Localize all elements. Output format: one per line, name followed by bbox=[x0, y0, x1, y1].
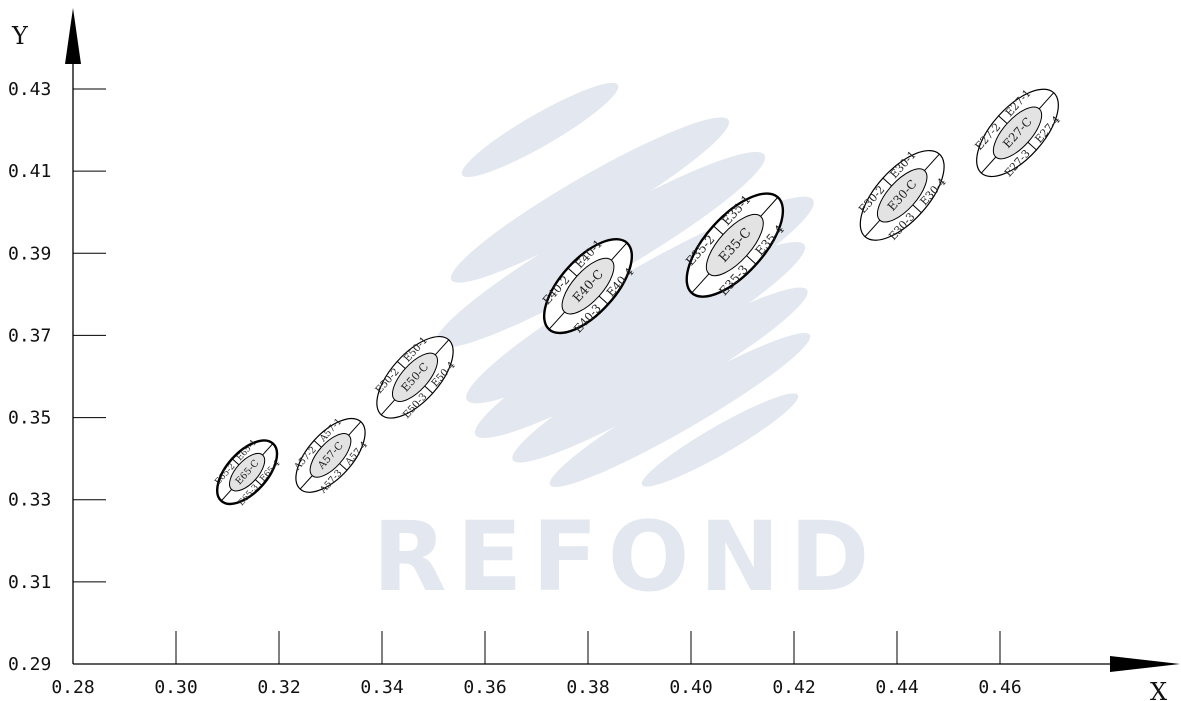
zone-inner-ellipse bbox=[561, 257, 615, 315]
zone-divider bbox=[313, 440, 322, 448]
zone-divider bbox=[864, 219, 881, 238]
y-tick-label: 0.37 bbox=[8, 325, 51, 346]
watermark-swoosh bbox=[549, 333, 811, 487]
zone-divider bbox=[262, 443, 274, 456]
x-tick-label: 0.40 bbox=[669, 677, 712, 698]
y-tick-label: 0.39 bbox=[8, 243, 51, 264]
y-tick-label: 0.43 bbox=[8, 79, 51, 100]
zone-inner-ellipse bbox=[705, 214, 764, 277]
x-tick-label: 0.38 bbox=[566, 677, 609, 698]
zone-inner-ellipse bbox=[309, 433, 352, 478]
watermark-swoosh bbox=[512, 287, 808, 463]
y-tick-label: 0.33 bbox=[8, 490, 51, 511]
watermark-swoosh bbox=[461, 82, 619, 178]
zone-divider bbox=[1038, 92, 1055, 110]
zone-divider bbox=[598, 295, 609, 305]
zone-divider bbox=[691, 273, 710, 294]
x-tick-label: 0.44 bbox=[875, 677, 918, 698]
zone-divider bbox=[396, 360, 406, 369]
y-axis-arrow bbox=[65, 8, 81, 64]
y-tick-label: 0.29 bbox=[8, 654, 51, 675]
zone-divider bbox=[912, 204, 922, 214]
x-tick-label: 0.42 bbox=[772, 677, 815, 698]
watermark-text: REFOND bbox=[373, 501, 880, 613]
zone-inner-ellipse bbox=[876, 168, 928, 223]
zone-divider bbox=[339, 463, 348, 471]
x-axis-arrow bbox=[1110, 656, 1180, 672]
zone-divider bbox=[299, 475, 313, 490]
zone-divider bbox=[348, 421, 362, 436]
zone-divider bbox=[924, 153, 940, 171]
zone-divider bbox=[610, 242, 628, 261]
x-tick-label: 0.46 bbox=[978, 677, 1021, 698]
zone-divider bbox=[231, 458, 240, 466]
zone-divider bbox=[713, 225, 724, 235]
zone-divider bbox=[746, 255, 757, 265]
watermark-swoosh bbox=[641, 393, 799, 487]
zone-divider bbox=[980, 156, 997, 174]
zone-inner-ellipse bbox=[392, 352, 438, 402]
x-axis-title: X bbox=[1150, 678, 1167, 701]
zone-divider bbox=[424, 385, 434, 394]
x-tick-label: 0.30 bbox=[154, 677, 197, 698]
y-axis-title: Y bbox=[11, 22, 29, 50]
zone-divider bbox=[220, 489, 232, 502]
zone-divider bbox=[567, 267, 578, 277]
y-tick-label: 0.41 bbox=[8, 161, 51, 182]
zone-divider bbox=[760, 196, 779, 217]
zone-divider bbox=[1027, 141, 1037, 151]
watermark-swoosh bbox=[450, 117, 730, 283]
y-tick-label: 0.35 bbox=[8, 408, 51, 429]
x-tick-label: 0.28 bbox=[51, 677, 94, 698]
zone-divider bbox=[380, 399, 396, 416]
zone-divider bbox=[998, 115, 1008, 124]
axes: 0.28 0.30 0.32 0.34 0.36 0.38 0.40 0.42 0.44 0.46… bbox=[8, 8, 1180, 698]
x-tick-label: 0.36 bbox=[463, 677, 506, 698]
zone-divider bbox=[434, 339, 450, 356]
x-tick-label: 0.34 bbox=[360, 677, 403, 698]
y-tick-label: 0.31 bbox=[8, 572, 51, 593]
zone-divider bbox=[254, 479, 263, 487]
zone-divider bbox=[548, 311, 566, 330]
zone-divider bbox=[882, 177, 892, 187]
x-tick-label: 0.32 bbox=[257, 677, 300, 698]
